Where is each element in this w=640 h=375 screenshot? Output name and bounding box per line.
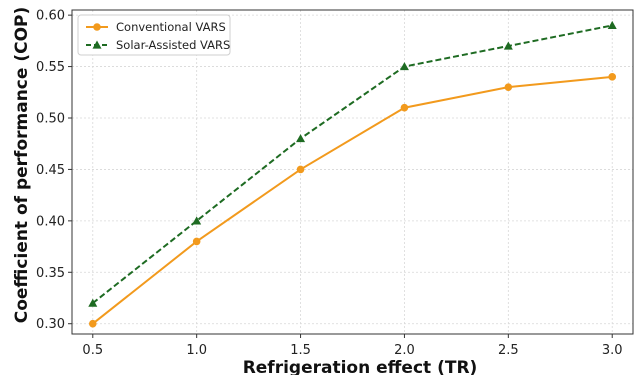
legend-label: Conventional VARS: [116, 20, 226, 34]
series-line: [92, 75, 613, 325]
data-point: [400, 103, 409, 112]
series-2: [88, 20, 617, 307]
y-tick-label: 0.50: [36, 112, 65, 127]
series-1: [88, 73, 617, 328]
series-line: [92, 24, 613, 304]
y-tick-label: 0.55: [36, 60, 65, 75]
y-axis-title: Coefficient of performance (COP): [12, 7, 32, 324]
x-axis-ticks: 0.5 1.0 1.5 2.0 2.5 3.0: [82, 334, 623, 358]
data-point: [607, 20, 617, 30]
plot-frame: [71, 9, 634, 335]
legend-marker: [93, 23, 101, 31]
legend: Conventional VARS Solar-Assisted VARS: [77, 14, 231, 56]
data-point: [192, 237, 201, 246]
data-point: [608, 73, 617, 81]
data-point: [192, 216, 202, 225]
legend-marker: [92, 40, 102, 49]
x-tick-label: 2.5: [498, 343, 519, 358]
legend-box: [77, 14, 231, 56]
x-tick-label: 3.0: [602, 343, 623, 358]
legend-label: Solar-Assisted VARS: [116, 38, 230, 52]
y-axis-ticks: 0.30 0.35 0.40 0.45 0.50 0.55 0.60: [36, 9, 72, 332]
data-point: [88, 319, 97, 328]
grid: [72, 10, 633, 334]
x-tick-label: 1.5: [290, 343, 311, 358]
y-tick-label: 0.45: [36, 163, 65, 178]
x-tick-label: 0.5: [82, 343, 103, 358]
x-axis-title: Refrigeration effect (TR): [243, 358, 478, 375]
x-tick-label: 2.0: [394, 343, 415, 358]
y-tick-label: 0.40: [36, 214, 65, 229]
legend-item: Conventional VARS: [86, 20, 226, 34]
series-layer: [88, 20, 617, 328]
x-tick-label: 1.0: [186, 343, 207, 358]
data-point: [296, 165, 305, 174]
data-point: [88, 298, 98, 307]
data-point: [296, 134, 306, 143]
y-tick-label: 0.35: [36, 266, 65, 281]
data-point: [399, 62, 409, 71]
y-tick-label: 0.30: [36, 317, 65, 332]
y-tick-label: 0.60: [36, 9, 65, 24]
legend-item: Solar-Assisted VARS: [86, 38, 230, 52]
data-point: [504, 83, 513, 91]
data-point: [503, 41, 513, 50]
